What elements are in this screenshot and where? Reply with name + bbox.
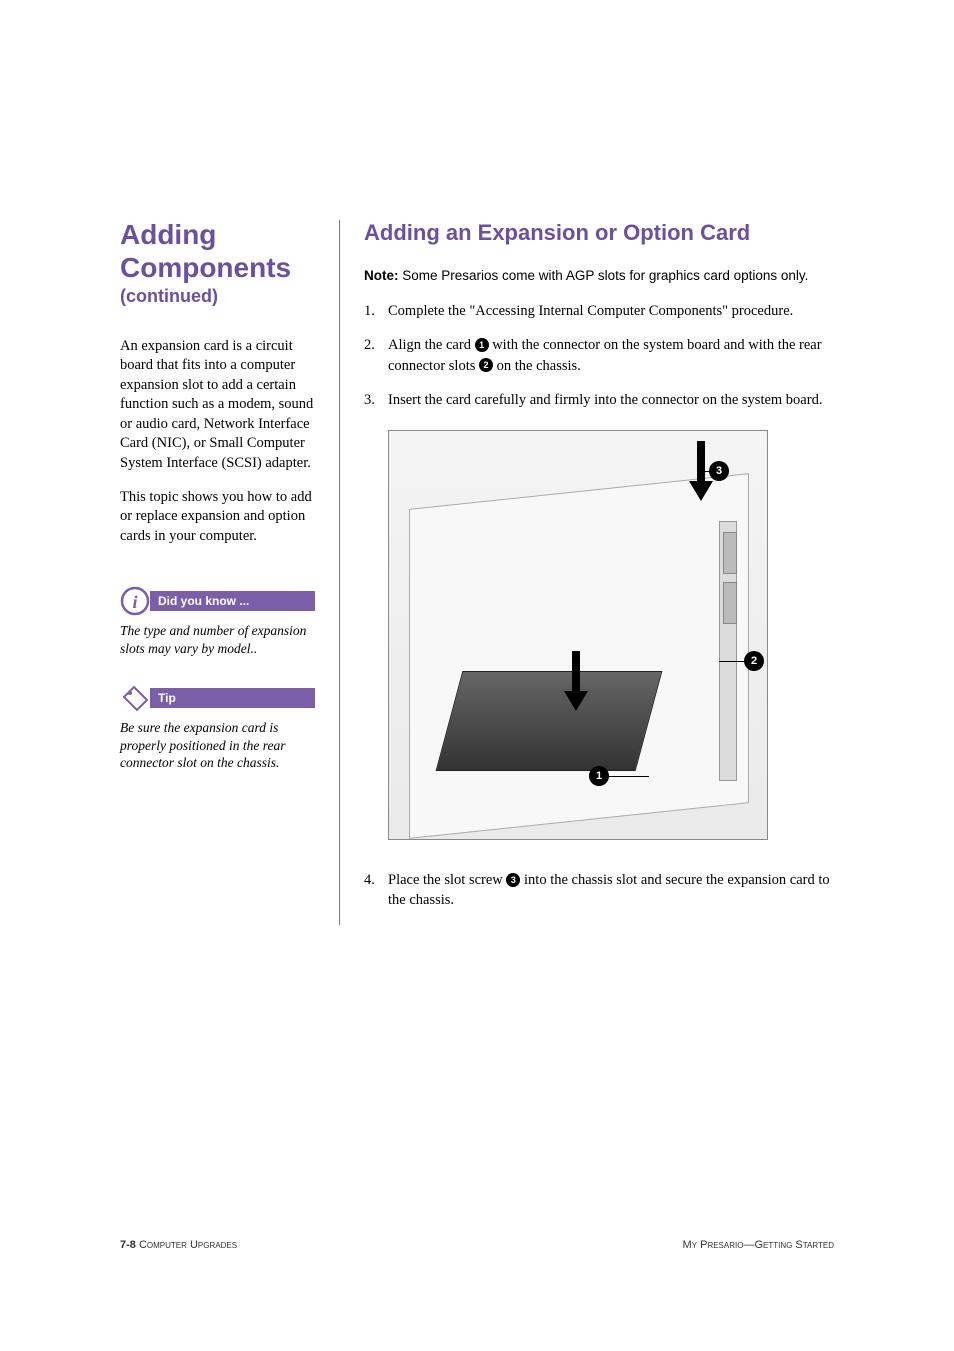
step-1: Complete the "Accessing Internal Compute…: [364, 301, 834, 321]
footer-right-title: My Presario—Getting Started: [683, 1239, 834, 1251]
note-bold: Note:: [364, 268, 399, 283]
tip-header: Tip: [120, 683, 315, 713]
step-4: Place the slot screw 3 into the chassis …: [364, 870, 834, 911]
step-3: Insert the card carefully and firmly int…: [364, 390, 834, 410]
page-number: 7-8: [120, 1239, 136, 1251]
step-4a: Place the slot screw: [388, 872, 506, 888]
footer-left: 7-8 Computer Upgrades: [120, 1239, 237, 1251]
step-3-text: Insert the card carefully and firmly int…: [388, 392, 822, 408]
tip-tag-icon: [120, 683, 150, 713]
did-you-know-header: i Did you know ...: [120, 586, 315, 616]
inline-callout-3: 3: [506, 873, 520, 887]
page-footer: 7-8 Computer Upgrades My Presario—Gettin…: [120, 1239, 834, 1251]
info-icon: i: [120, 586, 150, 616]
note-body: Some Presarios come with AGP slots for g…: [399, 268, 809, 283]
expansion-card: [436, 671, 663, 771]
step-1-text: Complete the "Accessing Internal Compute…: [388, 303, 793, 319]
step-2c: on the chassis.: [493, 358, 581, 374]
did-you-know-callout: i Did you know ... The type and number o…: [120, 586, 315, 657]
tip-label: Tip: [150, 688, 315, 708]
callout-line: [609, 776, 649, 777]
rear-slots: [719, 521, 737, 781]
svg-text:i: i: [132, 592, 137, 612]
diagram-callout-2: 2: [744, 651, 764, 671]
did-you-know-label: Did you know ...: [150, 591, 315, 611]
footer-left-title: Computer Upgrades: [136, 1239, 237, 1251]
left-column: Adding Components (continued) An expansi…: [120, 220, 340, 925]
continued-label: (continued): [120, 286, 315, 307]
step-2: Align the card 1 with the connector on t…: [364, 335, 834, 376]
page-content: Adding Components (continued) An expansi…: [120, 220, 834, 925]
did-you-know-body: The type and number of expansion slots m…: [120, 622, 315, 657]
note-line: Note: Some Presarios come with AGP slots…: [364, 268, 834, 283]
tip-body: Be sure the expansion card is properly p…: [120, 719, 315, 772]
right-column: Adding an Expansion or Option Card Note:…: [340, 220, 834, 925]
expansion-card-diagram: 1 2 3: [388, 430, 768, 840]
diagram-container: 1 2 3: [388, 430, 834, 840]
inline-callout-2: 2: [479, 358, 493, 372]
arrow-down-icon: [564, 651, 588, 711]
main-heading-l2: Components: [120, 253, 315, 284]
tip-callout: Tip Be sure the expansion card is proper…: [120, 683, 315, 772]
main-heading-l1: Adding: [120, 220, 315, 251]
intro-para-1: An expansion card is a circuit board tha…: [120, 337, 315, 474]
inline-callout-1: 1: [475, 338, 489, 352]
intro-para-2: This topic shows you how to add or repla…: [120, 488, 315, 547]
section-heading: Adding an Expansion or Option Card: [364, 220, 834, 246]
step-2a: Align the card: [388, 337, 475, 353]
steps-list: Complete the "Accessing Internal Compute…: [364, 301, 834, 410]
steps-list-cont: Place the slot screw 3 into the chassis …: [364, 870, 834, 911]
